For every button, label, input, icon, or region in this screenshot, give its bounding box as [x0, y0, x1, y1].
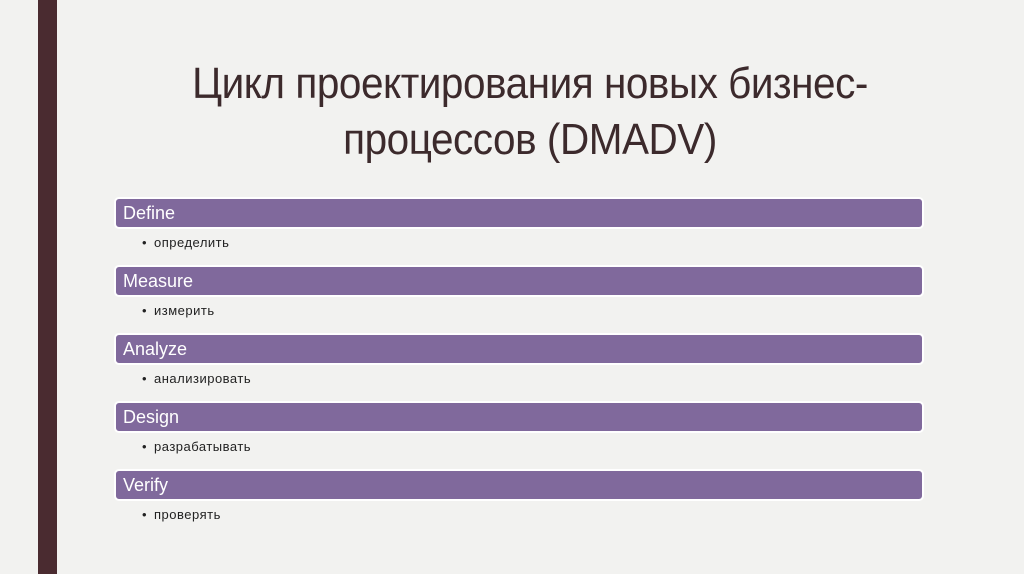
bullet-icon: • [142, 235, 148, 250]
stage-label: Analyze [114, 333, 924, 365]
stage-detail-text: измерить [154, 303, 215, 318]
list-item-measure: Measure • измерить [114, 265, 924, 333]
title-line-1: Цикл проектирования новых бизнес- [192, 59, 868, 108]
list-item-design: Design • разрабатывать [114, 401, 924, 469]
list-item-verify: Verify • проверять [114, 469, 924, 537]
stage-detail-text: проверять [154, 507, 221, 522]
stage-detail: • проверять [114, 501, 924, 537]
stage-label: Measure [114, 265, 924, 297]
stage-label: Design [114, 401, 924, 433]
stage-detail: • разрабатывать [114, 433, 924, 469]
stage-detail-text: анализировать [154, 371, 252, 386]
stage-detail-text: разрабатывать [154, 439, 252, 454]
bullet-icon: • [142, 371, 148, 386]
list-item-define: Define • определить [114, 197, 924, 265]
stage-detail: • анализировать [114, 365, 924, 401]
stage-label: Verify [114, 469, 924, 501]
stage-detail: • измерить [114, 297, 924, 333]
stage-detail: • определить [114, 229, 924, 265]
accent-stripe [38, 0, 57, 574]
stage-detail-text: определить [154, 235, 230, 250]
list-item-analyze: Analyze • анализировать [114, 333, 924, 401]
stage-label: Define [114, 197, 924, 229]
slide-title: Цикл проектирования новых бизнес- процес… [144, 56, 917, 168]
bullet-icon: • [142, 507, 148, 522]
bullet-icon: • [142, 439, 148, 454]
title-line-2: процессов (DMADV) [343, 115, 717, 164]
bullet-icon: • [142, 303, 148, 318]
dmadv-list: Define • определить Measure • измерить Ana… [114, 197, 924, 537]
